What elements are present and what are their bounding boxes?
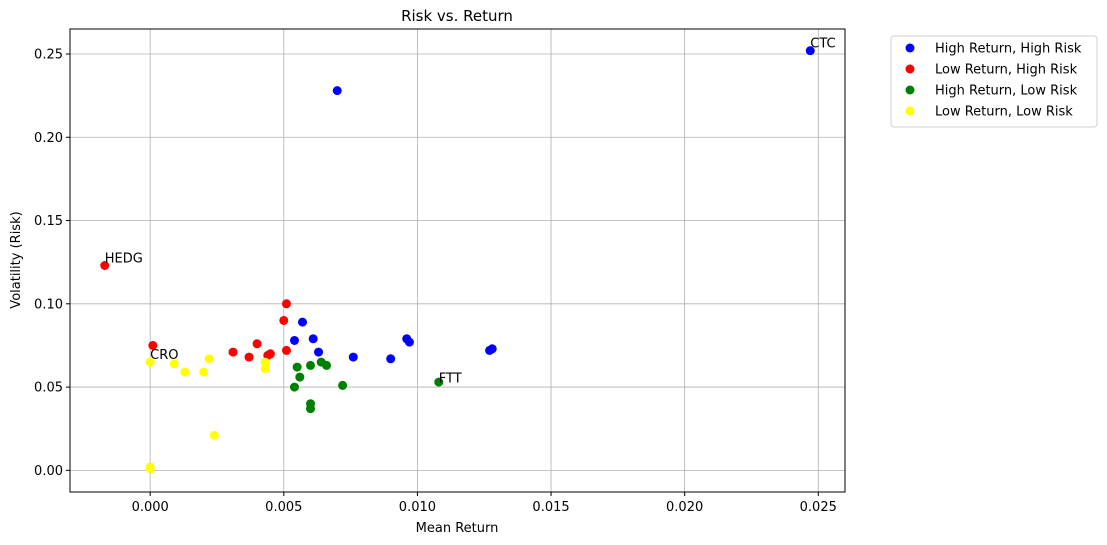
- data-point: [306, 404, 316, 414]
- legend-marker: [905, 85, 915, 95]
- legend-marker: [905, 106, 915, 116]
- data-point: [265, 349, 275, 359]
- x-tick-label: 0.015: [532, 500, 569, 515]
- data-point: [169, 359, 179, 369]
- data-point: [308, 334, 318, 344]
- data-point: [805, 46, 815, 56]
- data-point: [204, 354, 214, 364]
- data-point: [260, 357, 270, 367]
- data-point: [338, 380, 348, 390]
- x-axis-label: Mean Return: [416, 521, 499, 536]
- data-point: [148, 340, 158, 350]
- plot-frame: [69, 28, 846, 493]
- y-axis-label: Volatility (Risk): [9, 211, 24, 308]
- x-tick-label: 0.020: [666, 500, 703, 515]
- point-annotations: CTC HEDG CRO FTT: [105, 37, 836, 387]
- data-point: [332, 86, 342, 96]
- data-point: [279, 315, 289, 325]
- y-tick-label: 0.20: [34, 131, 63, 146]
- point-annotation: CTC: [810, 37, 835, 52]
- plot-area: [70, 29, 845, 492]
- data-point: [295, 372, 305, 382]
- data-point: [386, 354, 396, 364]
- legend: High Return, High Risk Low Return, High R…: [890, 35, 1098, 128]
- data-point: [145, 464, 155, 474]
- data-point: [404, 337, 414, 347]
- x-tick-label: 0.005: [265, 500, 302, 515]
- legend-entry-label: High Return, Low Risk: [935, 84, 1078, 99]
- data-points: [100, 46, 815, 474]
- data-point: [434, 377, 444, 387]
- y-tick-label: 0.10: [34, 297, 63, 312]
- point-annotation: HEDG: [105, 251, 143, 266]
- data-point: [306, 360, 316, 370]
- data-point: [145, 357, 155, 367]
- data-point: [314, 347, 324, 357]
- legend-entry-label: Low Return, High Risk: [935, 63, 1078, 78]
- legend-marker: [905, 43, 915, 53]
- data-point: [209, 430, 219, 440]
- point-annotation: CRO: [150, 348, 178, 363]
- x-tick-label: 0.025: [800, 500, 837, 515]
- data-point: [348, 352, 358, 362]
- data-point: [289, 382, 299, 392]
- data-point: [281, 299, 291, 309]
- legend-entry-label: High Return, High Risk: [935, 42, 1082, 57]
- data-point: [244, 352, 254, 362]
- y-tick-label: 0.00: [34, 464, 63, 479]
- data-point: [252, 339, 262, 349]
- chart-title: Risk vs. Return: [401, 7, 513, 25]
- legend-entry-label: Low Return, Low Risk: [935, 105, 1073, 120]
- data-point: [199, 367, 209, 377]
- y-tick-label: 0.15: [34, 214, 63, 229]
- data-point: [228, 347, 238, 357]
- y-axis-ticks: 0.00 0.05 0.10 0.15 0.20 0.25: [34, 47, 70, 479]
- data-point: [100, 260, 110, 270]
- data-point: [292, 362, 302, 372]
- data-point: [487, 344, 497, 354]
- data-point: [260, 364, 270, 374]
- point-annotation: FTT: [439, 371, 462, 386]
- x-axis-ticks: 0.000 0.005 0.010 0.015 0.020 0.025: [132, 492, 837, 515]
- data-point: [180, 367, 190, 377]
- y-tick-label: 0.25: [34, 47, 63, 62]
- x-tick-label: 0.000: [132, 500, 169, 515]
- grid-lines: [70, 29, 845, 492]
- data-point: [298, 317, 307, 327]
- legend-marker: [905, 64, 915, 74]
- data-point: [281, 345, 291, 355]
- legend-frame: [890, 35, 1098, 128]
- data-point: [322, 360, 332, 370]
- x-tick-label: 0.010: [399, 500, 436, 515]
- y-tick-label: 0.05: [34, 381, 63, 396]
- data-point: [289, 335, 299, 345]
